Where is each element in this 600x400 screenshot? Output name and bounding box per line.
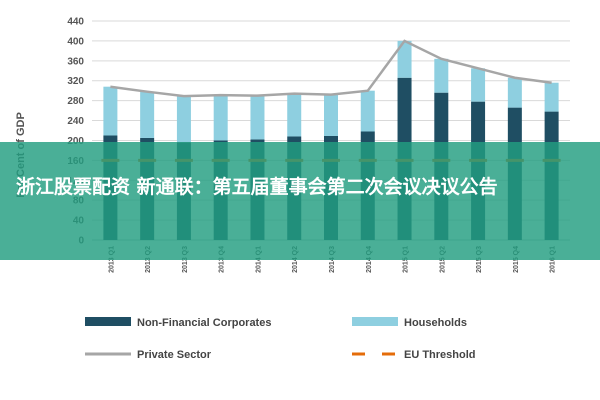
- legend: Non-Financial Corporates Households Privat…: [85, 317, 476, 361]
- bar-households: [250, 95, 265, 140]
- bar-households: [324, 94, 338, 136]
- news-banner[interactable]: 浙江股票配资 新通联：第五届董事会第二次会议决议公告: [0, 142, 600, 260]
- bar-households: [287, 93, 302, 137]
- bar-households: [360, 90, 375, 132]
- bar-households: [140, 91, 155, 138]
- bar-households: [176, 96, 191, 143]
- legend-label: Households: [404, 317, 467, 329]
- y-tick-label: 360: [67, 56, 84, 67]
- bar-households: [544, 82, 559, 112]
- legend-label: Private Sector: [137, 349, 212, 361]
- bar-households: [471, 68, 486, 102]
- y-tick-label: 440: [67, 17, 84, 28]
- y-tick-label: 240: [67, 116, 84, 127]
- y-tick-label: 400: [67, 36, 84, 47]
- legend-swatch: [352, 317, 398, 326]
- y-tick-label: 200: [67, 136, 84, 147]
- legend-swatch: [85, 317, 131, 326]
- bar-households: [213, 95, 228, 141]
- y-tick-label: 320: [67, 76, 84, 87]
- bar-households: [507, 77, 522, 108]
- line-private-sector: [110, 39, 552, 98]
- legend-label: EU Threshold: [404, 349, 476, 361]
- banner-headline[interactable]: 浙江股票配资 新通联：第五届董事会第二次会议决议公告: [16, 176, 498, 198]
- legend-label: Non-Financial Corporates: [137, 317, 271, 329]
- bar-households: [434, 58, 449, 93]
- bar-households: [103, 86, 118, 136]
- bar-households: [397, 40, 412, 78]
- y-tick-label: 280: [67, 96, 84, 107]
